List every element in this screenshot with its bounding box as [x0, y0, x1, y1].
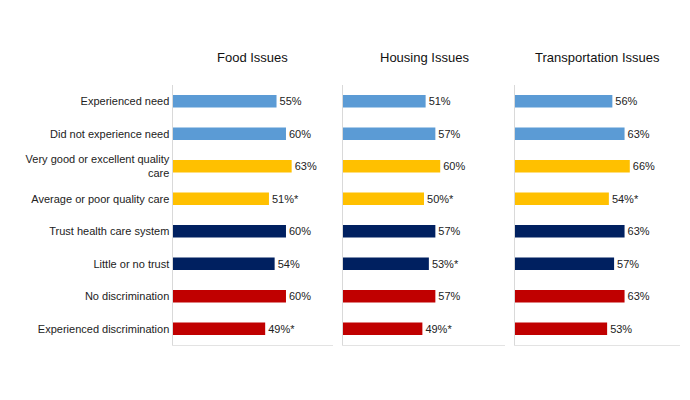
svg-text:No discrimination: No discrimination	[85, 290, 169, 302]
svg-text:Food Issues: Food Issues	[217, 50, 288, 65]
svg-text:Housing Issues: Housing Issues	[380, 50, 469, 65]
svg-text:63%: 63%	[628, 225, 650, 237]
svg-text:63%: 63%	[295, 160, 317, 172]
svg-text:Experienced discrimination: Experienced discrimination	[38, 323, 169, 335]
svg-text:53%: 53%	[610, 323, 632, 335]
svg-text:54%: 54%	[278, 258, 300, 270]
svg-text:57%: 57%	[438, 290, 460, 302]
svg-text:60%: 60%	[289, 290, 311, 302]
svg-text:63%: 63%	[628, 290, 650, 302]
svg-text:Experienced need: Experienced need	[81, 95, 170, 107]
svg-text:60%: 60%	[289, 225, 311, 237]
svg-text:Average or poor quality care: Average or poor quality care	[31, 193, 169, 205]
svg-text:66%: 66%	[633, 160, 655, 172]
svg-text:57%: 57%	[438, 225, 460, 237]
svg-text:60%: 60%	[289, 128, 311, 140]
svg-text:55%: 55%	[280, 95, 302, 107]
svg-text:54%*: 54%*	[612, 193, 639, 205]
svg-text:Very good or excellent quality: Very good or excellent qualitycare	[26, 153, 170, 179]
svg-text:56%: 56%	[615, 95, 637, 107]
svg-text:57%: 57%	[617, 258, 639, 270]
svg-text:49%*: 49%*	[268, 323, 295, 335]
svg-text:50%*: 50%*	[427, 193, 454, 205]
svg-text:53%*: 53%*	[432, 258, 459, 270]
svg-text:60%: 60%	[443, 160, 465, 172]
svg-text:51%*: 51%*	[272, 193, 299, 205]
svg-text:51%: 51%	[429, 95, 451, 107]
svg-text:Little or no trust: Little or no trust	[93, 258, 169, 270]
svg-text:Trust health care system: Trust health care system	[49, 225, 169, 237]
svg-text:49%*: 49%*	[425, 323, 452, 335]
svg-text:57%: 57%	[438, 128, 460, 140]
svg-text:Transportation Issues: Transportation Issues	[535, 50, 660, 65]
svg-text:63%: 63%	[628, 128, 650, 140]
svg-text:Did not experience need: Did not experience need	[50, 128, 169, 140]
